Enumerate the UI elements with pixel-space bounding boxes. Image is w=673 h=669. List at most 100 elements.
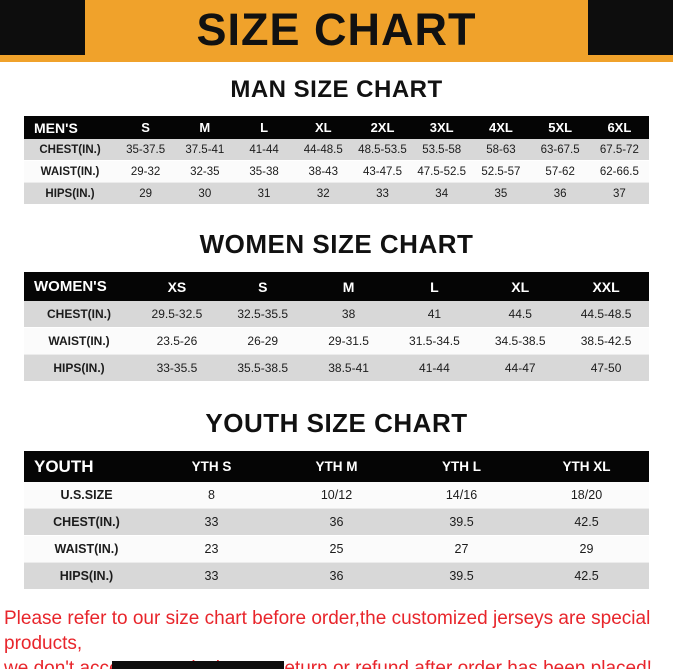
size-column-header: 4XL xyxy=(489,120,513,135)
size-value: 44-48.5 xyxy=(303,143,343,156)
table-row: WAIST(IN.) 29-32 32-35 35-38 38-43 43-47.5 47.… xyxy=(24,161,649,183)
page-title: SIZE CHART xyxy=(196,4,477,55)
size-value: 57-62 xyxy=(545,165,575,178)
table-row: HIPS(IN.) 33-35.5 35.5-38.5 38.5-41 41-44 44-… xyxy=(24,355,649,382)
size-column-header: 5XL xyxy=(548,120,573,135)
size-value: 29-31.5 xyxy=(328,334,369,348)
size-column-header: XL xyxy=(314,120,332,135)
disclaimer-line-1: Please refer to our size chart before or… xyxy=(4,608,651,655)
size-value: 33 xyxy=(376,187,389,200)
table-row: CHEST(IN.) 29.5-32.5 32.5-35.5 38 41 44.5 44.5… xyxy=(24,301,649,328)
size-column-header: XXL xyxy=(592,278,620,295)
size-value: 52.5-57 xyxy=(481,165,521,178)
table-row: HIPS(IN.) 33 36 39.5 42.5 xyxy=(24,563,649,590)
size-column-header: M xyxy=(342,278,355,295)
size-value: 39.5 xyxy=(449,569,474,583)
section-title-women: WOMEN SIZE CHART xyxy=(199,229,474,259)
size-value: 32-35 xyxy=(190,165,220,178)
size-value: 34.5-38.5 xyxy=(494,334,546,348)
size-value: 33 xyxy=(204,515,219,529)
row-label: WAIST(IN.) xyxy=(40,165,100,178)
size-value: 43-47.5 xyxy=(362,165,402,178)
size-value: 34 xyxy=(435,187,449,200)
size-value: 31.5-34.5 xyxy=(409,334,460,348)
size-value: 38.5-42.5 xyxy=(580,334,632,348)
size-value: 35-38 xyxy=(249,165,279,178)
size-value: 38.5-41 xyxy=(328,361,369,375)
size-column-header: YTH M xyxy=(315,459,358,474)
size-column-header: YTH L xyxy=(442,459,481,474)
table-row: CHEST(IN.) 33 36 39.5 42.5 xyxy=(24,509,649,536)
size-value: 44.5 xyxy=(508,307,532,321)
size-value: 29.5-32.5 xyxy=(151,307,203,321)
table-row: U.S.SIZE 8 10/12 14/16 18/20 xyxy=(24,482,649,509)
table-row: CHEST(IN.) 35-37.5 37.5-41 41-44 44-48.5 48.5… xyxy=(24,139,649,161)
size-value: 42.5 xyxy=(574,515,599,529)
size-column-header: M xyxy=(199,120,211,135)
table-row: WAIST(IN.) 23.5-26 26-29 29-31.5 31.5-34.5 34… xyxy=(24,328,649,355)
size-value: 35.5-38.5 xyxy=(237,361,289,375)
size-value: 37 xyxy=(612,187,626,200)
size-value: 23 xyxy=(204,542,219,556)
banner-corner-block-left xyxy=(0,0,85,55)
row-label: WAIST(IN.) xyxy=(54,542,119,556)
size-value: 58-63 xyxy=(486,143,516,156)
size-value: 39.5 xyxy=(449,515,474,529)
banner: SIZE CHART xyxy=(0,0,673,62)
size-value: 37.5-41 xyxy=(185,143,225,156)
size-value: 47.5-52.5 xyxy=(417,165,466,178)
table-title-cell: YOUTH xyxy=(34,456,94,476)
size-value: 29 xyxy=(139,187,152,200)
size-value: 32.5-35.5 xyxy=(237,307,289,321)
disclaimer-line-2: we don't accept cancel, change, teturn o… xyxy=(4,658,652,669)
size-value: 29-32 xyxy=(130,165,161,178)
section-title-man: MAN SIZE CHART xyxy=(230,76,443,103)
size-value: 44-47 xyxy=(504,361,536,375)
size-value: 63-67.5 xyxy=(540,143,580,156)
section-title-youth: YOUTH SIZE CHART xyxy=(205,408,468,438)
size-value: 62-66.5 xyxy=(599,165,639,178)
row-label: CHEST(IN.) xyxy=(39,143,101,156)
disclaimer-note: Please refer to our size chart before or… xyxy=(0,606,673,669)
size-column-header: YTH XL xyxy=(562,459,611,474)
size-value: 44.5-48.5 xyxy=(580,307,632,321)
size-value: 29 xyxy=(579,542,594,556)
size-value: 14/16 xyxy=(445,488,478,502)
table-header-row: YOUTH YTH S YTH M YTH L YTH XL xyxy=(24,451,649,482)
size-column-header: 6XL xyxy=(607,120,632,135)
size-value: 36 xyxy=(329,515,344,529)
row-label: HIPS(IN.) xyxy=(45,187,95,200)
row-label: CHEST(IN.) xyxy=(47,307,111,321)
size-value: 41 xyxy=(427,307,442,321)
row-label: WAIST(IN.) xyxy=(48,334,110,348)
size-value: 27 xyxy=(454,542,469,556)
table-row: WAIST(IN.) 23 25 27 29 xyxy=(24,536,649,563)
size-value: 18/20 xyxy=(570,488,603,502)
size-column-header: XL xyxy=(511,278,530,295)
row-label: U.S.SIZE xyxy=(60,488,113,502)
size-value: 31 xyxy=(257,187,271,200)
size-column-header: XS xyxy=(167,278,187,295)
size-column-header: 2XL xyxy=(370,120,395,135)
youth-size-table: YOUTH YTH S YTH M YTH L YTH XL U.S.SIZE 8 10/12… xyxy=(24,451,649,590)
size-value: 36 xyxy=(553,187,567,200)
size-value: 10/12 xyxy=(320,488,353,502)
size-column-header: L xyxy=(430,278,439,295)
row-label: HIPS(IN.) xyxy=(53,361,105,375)
size-value: 48.5-53.5 xyxy=(358,143,407,156)
row-label: CHEST(IN.) xyxy=(53,515,120,529)
size-value: 35 xyxy=(494,187,508,200)
size-value: 41-44 xyxy=(419,361,450,375)
size-value: 33-35.5 xyxy=(156,361,198,375)
size-value: 67.5-72 xyxy=(599,143,639,156)
size-value: 32 xyxy=(316,187,330,200)
table-row: HIPS(IN.) 29 30 31 32 33 34 35 36 37 xyxy=(24,183,649,205)
size-value: 30 xyxy=(198,187,212,200)
table-title-cell: MEN'S xyxy=(34,119,78,136)
size-value: 47-50 xyxy=(590,361,622,375)
women-size-table: WOMEN'S XS S M L XL XXL CHEST(IN.) 29.5-32.5 32.5… xyxy=(24,272,649,382)
banner-corner-block-right xyxy=(588,0,673,55)
size-value: 41-44 xyxy=(249,143,279,156)
size-column-header: S xyxy=(141,120,150,135)
